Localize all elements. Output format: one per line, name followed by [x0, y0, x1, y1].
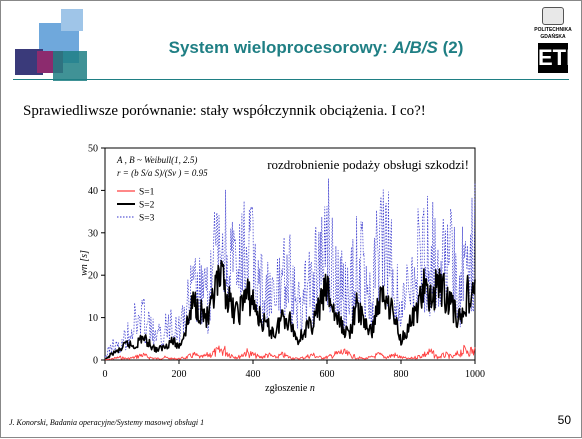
plot-frame [104, 147, 476, 361]
x-tick-label: 0 [103, 369, 108, 380]
legend-label: S=1 [139, 188, 155, 198]
university-logo: POLITECHNIKA GDAŃSKA ETI [528, 3, 578, 79]
annotation-note: rozdrobnienie podaży obsługi szkodzi! [267, 157, 469, 172]
logo-mark: ETI [538, 43, 572, 73]
legend: S=1 S=2 S=3 [117, 188, 155, 224]
y-tick-label: 20 [88, 271, 98, 282]
logo-line1: POLITECHNIKA [534, 27, 572, 33]
x-tick-label: 200 [172, 369, 187, 380]
axis-layer: 0 200 400 600 800 1000 0 10 20 30 40 50 [88, 144, 485, 381]
series-line-S2 [104, 259, 476, 361]
title-rule [13, 79, 569, 80]
series-line-S1 [104, 344, 476, 361]
y-tick-label: 10 [88, 313, 98, 324]
deco-square-teal [53, 51, 87, 81]
annotation-dist: A , B ~ Weibull(1, 2.5) [116, 155, 197, 165]
x-tick-label: 800 [394, 369, 409, 380]
footer-credit: J. Konorski, Badania operacyjne/Systemy … [9, 418, 205, 427]
y-tick-label: 50 [88, 144, 98, 155]
deco-square-light [61, 9, 83, 31]
slide-title: System wieloprocesorowy: A/B/S (2) [168, 38, 464, 57]
y-tick-label: 0 [93, 356, 98, 367]
y-tick-label: 30 [88, 228, 98, 239]
ylabel: wn [s] [79, 250, 90, 276]
title-model: A/B/S [392, 38, 438, 57]
logo-line2: GDAŃSKA [540, 34, 566, 40]
series-layer [104, 178, 476, 361]
x-tick-label: 600 [320, 369, 335, 380]
slide-subtitle: Sprawiedliwsze porównanie: stały współcz… [23, 103, 426, 119]
legend-label: S=2 [139, 201, 155, 211]
y-tick-label: 40 [88, 186, 98, 197]
series-line-S3 [104, 178, 476, 358]
annotation-ratio: r = (b S/a S)/(Sv ) = 0.95 [117, 168, 208, 178]
legend-label: S=3 [139, 214, 155, 224]
x-tick-label: 1000 [465, 369, 485, 380]
crest-icon [542, 7, 564, 25]
xlabel: zgłoszenie n [265, 383, 315, 394]
x-tick-label: 400 [246, 369, 261, 380]
page-number: 50 [557, 413, 571, 427]
